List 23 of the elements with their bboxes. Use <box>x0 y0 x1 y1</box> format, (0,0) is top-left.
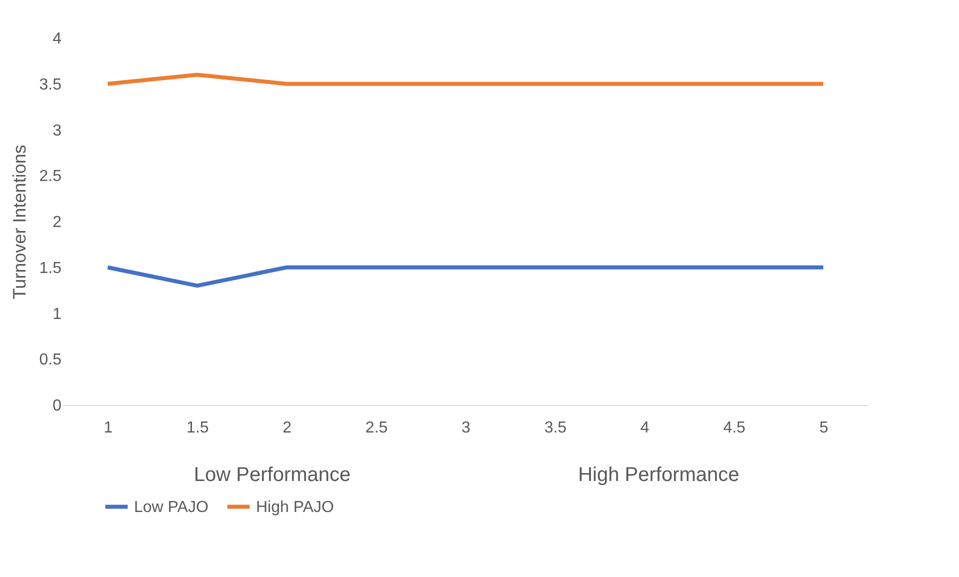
y-tick-label: 0.5 <box>39 352 62 369</box>
y-axis-title: Turnover Intentions <box>9 144 30 300</box>
y-tick-label: 0 <box>52 398 62 414</box>
x-tick-label: 3.5 <box>544 420 567 436</box>
y-tick-label: 1 <box>52 306 62 323</box>
y-tick-label: 3 <box>52 122 62 140</box>
x-tick-label: 4 <box>640 420 650 436</box>
x-tick-label: 1 <box>104 420 113 436</box>
y-tick-label: 2.5 <box>39 168 62 186</box>
x-tick-label: 4.5 <box>723 420 746 436</box>
text: High Performance <box>578 464 740 486</box>
legend-label: Low PAJO <box>134 498 208 516</box>
x-tick-label: 1.5 <box>186 420 209 436</box>
x-tick-label: 2.5 <box>365 420 388 436</box>
y-tick-label: 3.5 <box>39 76 62 94</box>
x-tick-label: 3 <box>462 420 471 436</box>
y-tick-label: 1.5 <box>39 260 62 277</box>
y-tick-label: 4 <box>52 30 62 48</box>
text: Low Performance <box>194 464 351 486</box>
x-tick-label: 2 <box>282 420 292 436</box>
legend-label: High PAJO <box>256 498 334 516</box>
y-tick-label: 2 <box>52 214 62 231</box>
x-tick-label: 5 <box>819 420 828 436</box>
